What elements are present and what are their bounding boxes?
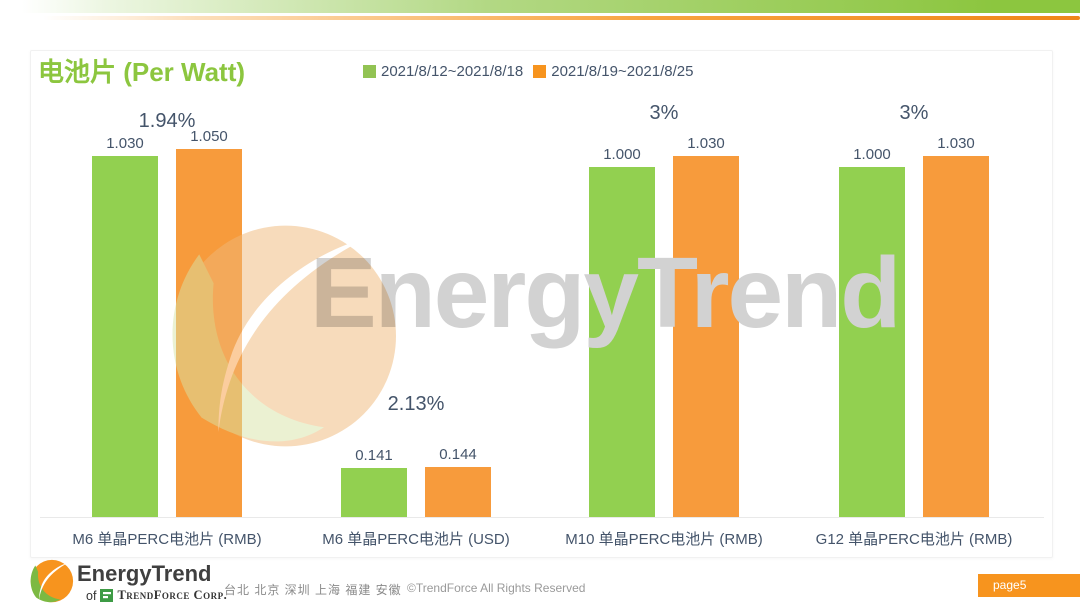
bar-curr-week-group-2	[673, 156, 739, 517]
bar-prev-week-group-1	[341, 468, 407, 517]
change-percent-label: 2.13%	[387, 393, 445, 415]
chart-title: 电池片 (Per Watt)	[38, 57, 246, 87]
category-label: M6 单晶PERC电池片 (RMB)	[72, 531, 262, 548]
x-axis-line	[40, 517, 1044, 518]
change-percent-label: 3%	[649, 102, 679, 124]
trendforce-logo-icon	[100, 589, 114, 602]
header-gradient-green-bar	[0, 0, 1080, 13]
page-number-badge: page5	[978, 574, 1080, 597]
energytrend-logo-icon	[30, 559, 74, 603]
value-label: 1.050	[190, 128, 228, 145]
footer-locations: 台北 北京 深圳 上海 福建 安徽	[224, 583, 402, 597]
value-label: 0.141	[355, 447, 393, 464]
value-label: 1.000	[853, 146, 891, 163]
change-percent-label: 3%	[899, 102, 929, 124]
value-label: 1.000	[603, 146, 641, 163]
legend-swatch-icon	[363, 65, 376, 78]
page-number-label: page5	[993, 578, 1027, 592]
value-label: 1.030	[687, 135, 725, 152]
change-percent-label: 1.94%	[138, 110, 196, 132]
legend-item-1: 2021/8/19~2021/8/25	[533, 63, 693, 80]
category-label: M10 单晶PERC电池片 (RMB)	[565, 531, 763, 548]
footer-of-label: of	[86, 588, 97, 603]
category-label: M6 单晶PERC电池片 (USD)	[322, 531, 510, 548]
category-label: G12 单晶PERC电池片 (RMB)	[815, 531, 1013, 548]
legend-label: 2021/8/12~2021/8/18	[381, 63, 524, 80]
chart-legend: 2021/8/12~2021/8/18 2021/8/19~2021/8/25	[363, 63, 693, 80]
value-label: 0.144	[439, 446, 477, 463]
footer-logo-subtext: of TrendForce Corp.	[86, 588, 227, 603]
bar-curr-week-group-3	[923, 156, 989, 517]
footer-copyright: ©TrendForce All Rights Reserved	[407, 581, 586, 595]
header-gradient-orange-bar	[0, 16, 1080, 20]
bar-curr-week-group-0	[176, 149, 242, 517]
legend-label: 2021/8/19~2021/8/25	[551, 63, 694, 80]
bar-prev-week-group-3	[839, 167, 905, 517]
bar-prev-week-group-2	[589, 167, 655, 517]
legend-item-0: 2021/8/12~2021/8/18	[363, 63, 523, 80]
legend-swatch-icon	[533, 65, 547, 78]
bar-prev-week-group-0	[92, 156, 158, 517]
footer-brand-label: TrendForce Corp.	[117, 588, 228, 602]
value-label: 1.030	[937, 135, 975, 152]
bar-curr-week-group-1	[425, 467, 491, 517]
value-label: 1.030	[106, 135, 144, 152]
footer-logo-text: EnergyTrend	[77, 561, 212, 586]
